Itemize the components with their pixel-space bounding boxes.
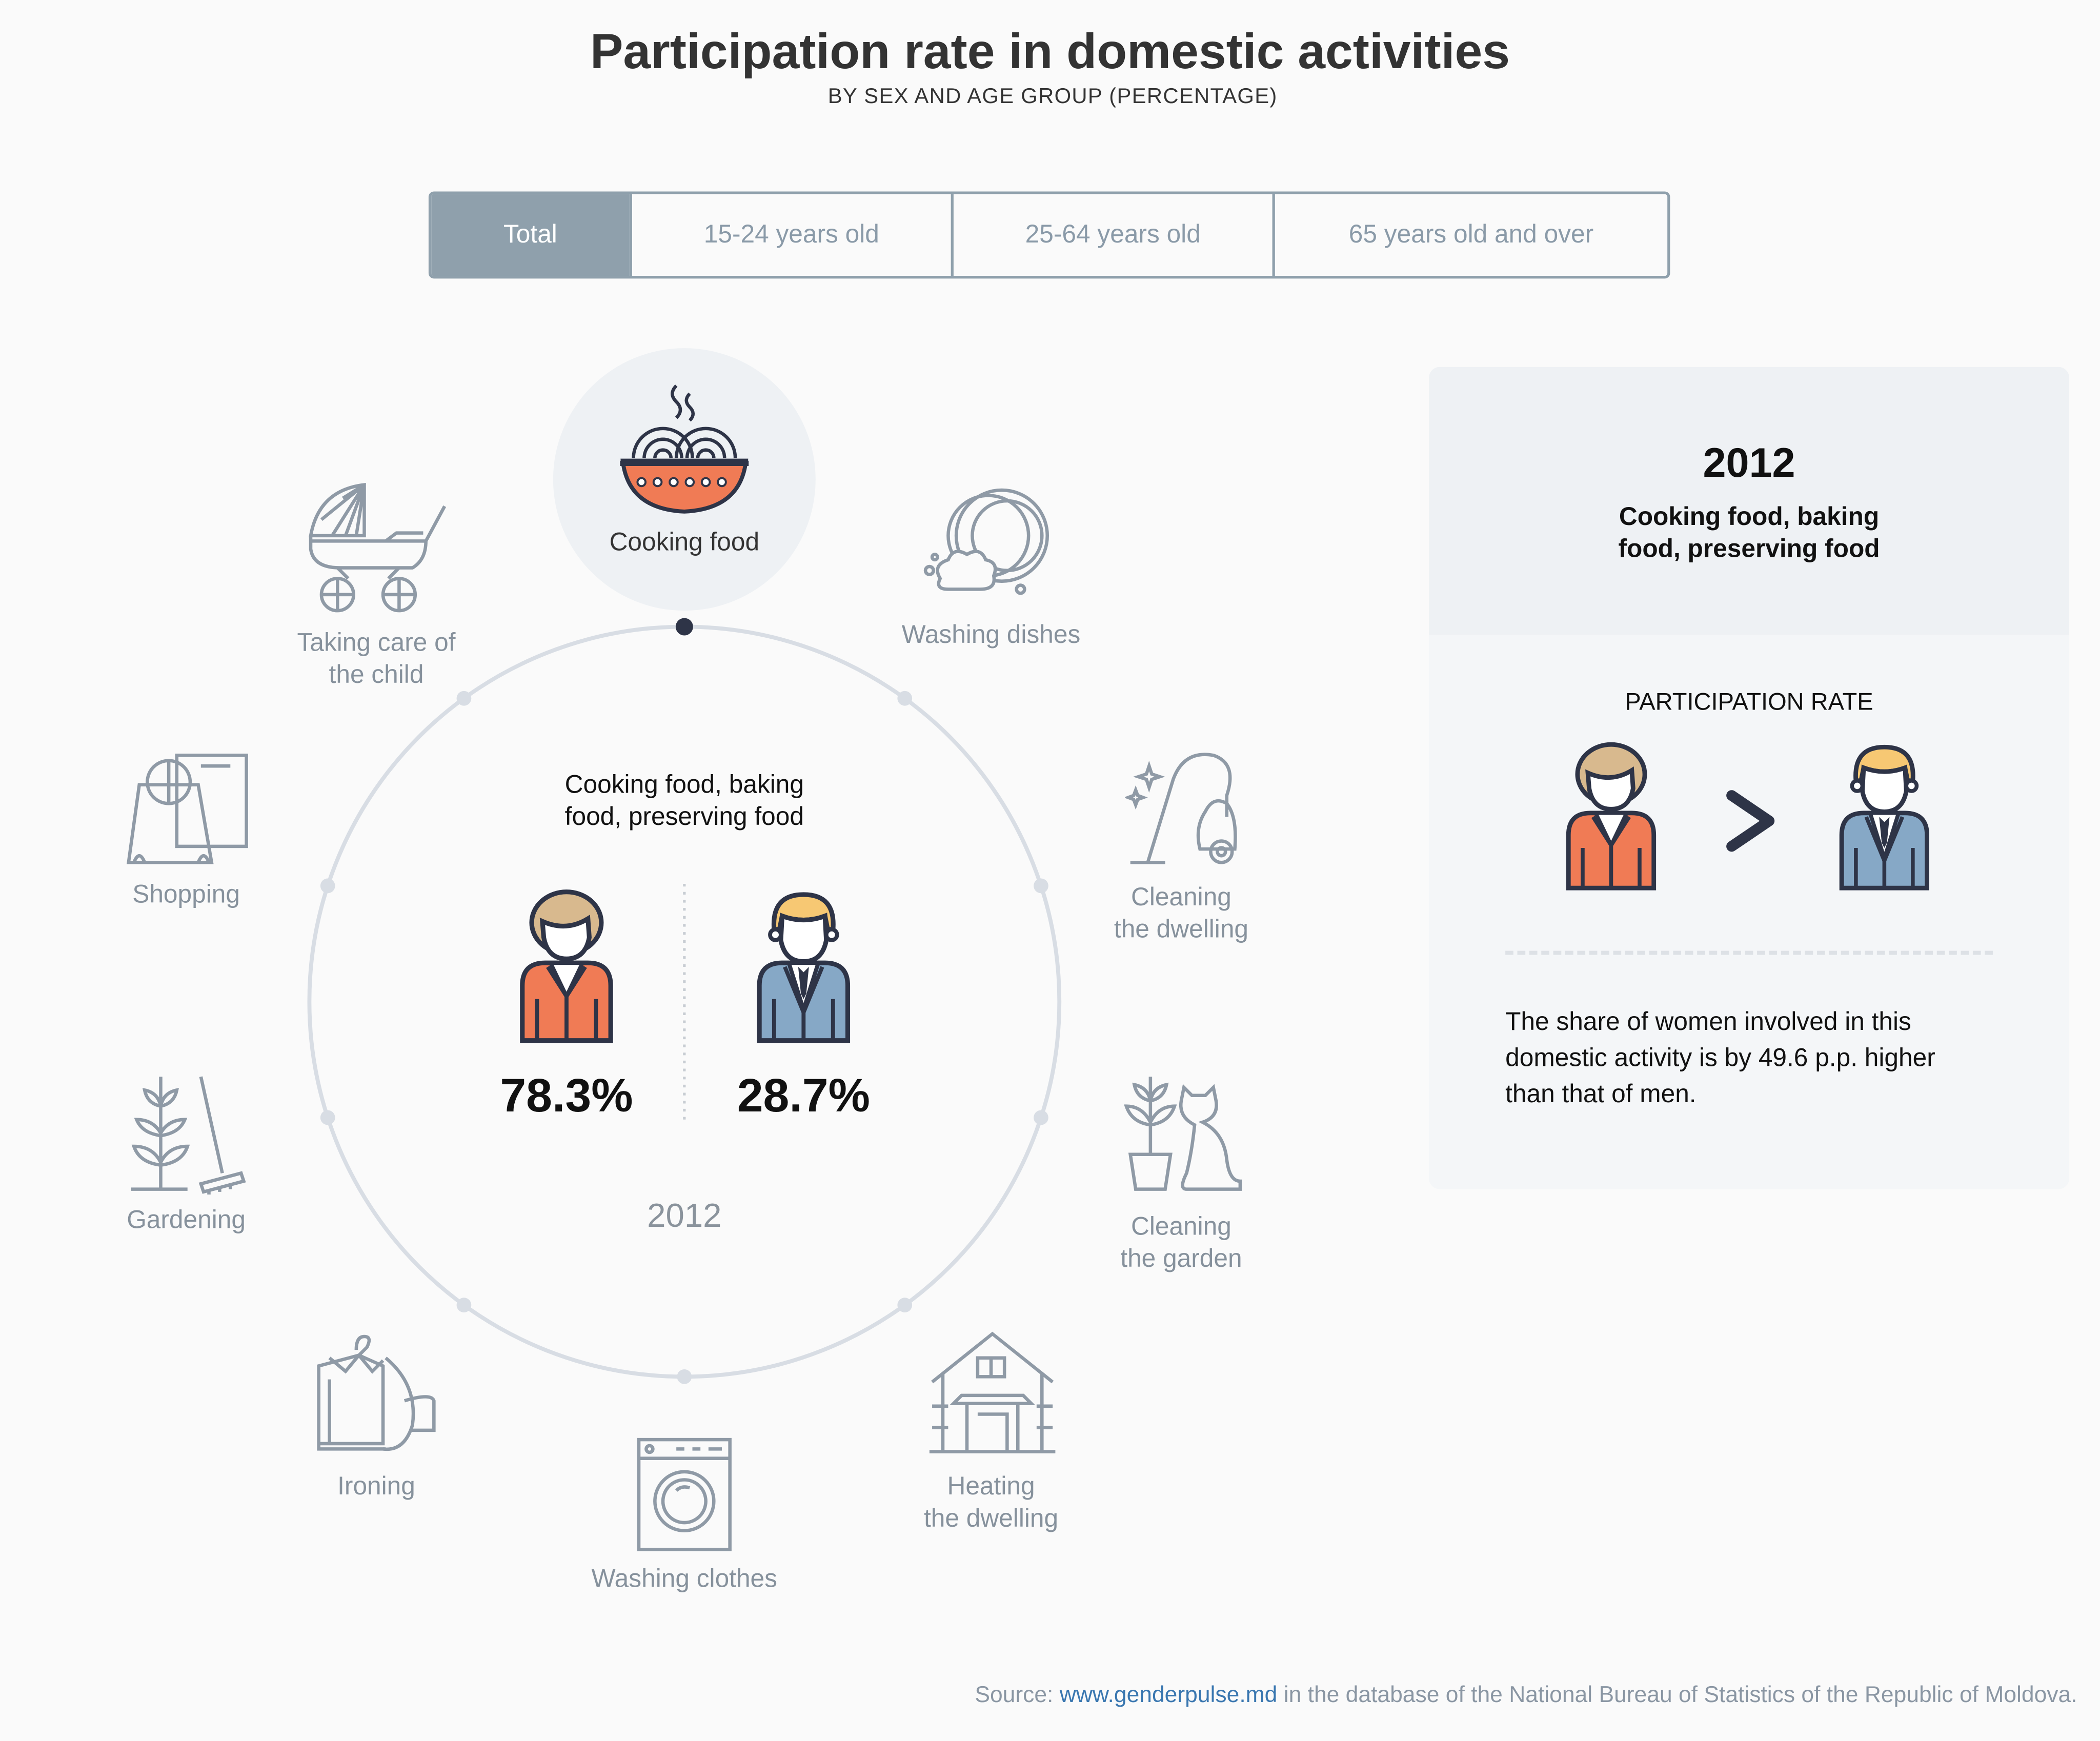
panel-description: The share of women involved in this domes…	[1505, 1004, 1935, 1113]
label-line: the dwelling	[923, 1505, 1059, 1533]
rake-icon[interactable]	[129, 1071, 249, 1195]
desc-line: domestic activity is by 49.6 p.p. higher	[1505, 1044, 1935, 1073]
activity-heating-label[interactable]: Heating the dwelling	[924, 1472, 1058, 1536]
desc-line: than that of men.	[1505, 1081, 1697, 1109]
label-line: Cleaning	[1131, 884, 1231, 912]
source-link[interactable]: www.genderpulse.md	[1059, 1682, 1278, 1708]
stroller-icon[interactable]	[306, 479, 448, 616]
ring-dot[interactable]	[897, 691, 913, 706]
ring-dot[interactable]	[677, 1369, 692, 1384]
dishes-icon[interactable]	[921, 485, 1063, 600]
label-line: the garden	[1120, 1245, 1242, 1274]
label-line: the child	[329, 661, 424, 690]
activity-clothes-label[interactable]: Washing clothes	[591, 1565, 777, 1594]
title-line: Cooking food, baking	[564, 771, 804, 800]
ring-dot-active[interactable]	[675, 618, 693, 636]
tab-15-24[interactable]: 15-24 years old	[629, 194, 951, 276]
woman-icon	[1563, 742, 1659, 892]
tab-total[interactable]: Total	[431, 194, 630, 276]
center-year: 2012	[647, 1197, 722, 1235]
tab-25-64[interactable]: 25-64 years old	[951, 194, 1273, 276]
house-icon[interactable]	[927, 1328, 1058, 1457]
ring-dot[interactable]	[456, 1298, 472, 1313]
detail-panel: 2012 Cooking food, baking food, preservin…	[1429, 367, 2069, 1189]
activity-ironing-label[interactable]: Ironing	[337, 1473, 415, 1502]
desc-line: The share of women involved in this	[1505, 1008, 1911, 1037]
activity-cooking-label[interactable]: Cooking food	[609, 529, 760, 557]
activity-shopping-label[interactable]: Shopping	[132, 881, 240, 909]
label-line: the dwelling	[1114, 916, 1249, 944]
page-subtitle: BY SEX AND AGE GROUP (PERCENTAGE)	[827, 86, 1278, 109]
ring-dot[interactable]	[1034, 878, 1048, 894]
activity-ring	[307, 618, 1062, 1384]
source-prefix: Source:	[975, 1682, 1054, 1708]
ring-circle	[307, 624, 1062, 1379]
ring-dot[interactable]	[320, 878, 335, 894]
age-group-tabs: Total 15-24 years old 25-64 years old 65…	[428, 191, 1670, 279]
panel-divider	[1505, 950, 1993, 955]
woman-icon	[518, 889, 615, 1045]
page-title: Participation rate in domestic activitie…	[590, 24, 1510, 79]
ring-dot[interactable]	[897, 1298, 913, 1313]
panel-activity-title: Cooking food, baking food, preserving foo…	[1618, 502, 1880, 566]
activity-gardening-label[interactable]: Gardening	[127, 1206, 246, 1235]
source-suffix: in the database of the National Bureau o…	[1283, 1682, 2077, 1708]
ring-dot[interactable]	[1034, 1110, 1048, 1125]
cooking-bowl-icon[interactable]	[617, 380, 751, 514]
tab-65-plus[interactable]: 65 years old and over	[1272, 194, 1668, 276]
title-line: Cooking food, baking	[1619, 503, 1880, 532]
washing-machine-icon[interactable]	[636, 1437, 733, 1552]
title-line: food, preserving food	[564, 803, 804, 832]
source-note: Source: www.genderpulse.md in the databa…	[975, 1682, 2077, 1709]
participation-rate-label: PARTICIPATION RATE	[1625, 688, 1873, 715]
title-line: food, preserving food	[1618, 535, 1880, 564]
center-activity-title: Cooking food, baking food, preserving foo…	[565, 770, 804, 834]
shirt-icon[interactable]	[311, 1331, 442, 1454]
activity-child-label[interactable]: Taking care of the child	[297, 628, 456, 692]
ring-dot[interactable]	[456, 691, 472, 706]
women-percentage: 78.3%	[500, 1070, 633, 1123]
men-percentage: 28.7%	[737, 1070, 870, 1123]
activity-dwelling-label[interactable]: Cleaning the dwelling	[1114, 882, 1248, 946]
label-line: Cleaning	[1130, 1213, 1231, 1242]
man-icon	[1836, 742, 1932, 892]
activity-garden-label[interactable]: Cleaning the garden	[1120, 1212, 1242, 1276]
greater-than-chevron-icon	[1726, 790, 1775, 852]
label-line: Taking care of	[297, 629, 456, 658]
shopping-bag-icon[interactable]	[126, 750, 249, 868]
activity-dishes-label[interactable]: Washing dishes	[901, 621, 1081, 650]
man-icon	[755, 889, 852, 1045]
label-line: Heating	[947, 1473, 1035, 1502]
panel-header	[1429, 367, 2069, 635]
plant-cat-icon[interactable]	[1120, 1071, 1246, 1195]
panel-year: 2012	[1703, 439, 1795, 487]
ring-dot[interactable]	[320, 1110, 335, 1125]
vacuum-icon[interactable]	[1125, 750, 1240, 868]
